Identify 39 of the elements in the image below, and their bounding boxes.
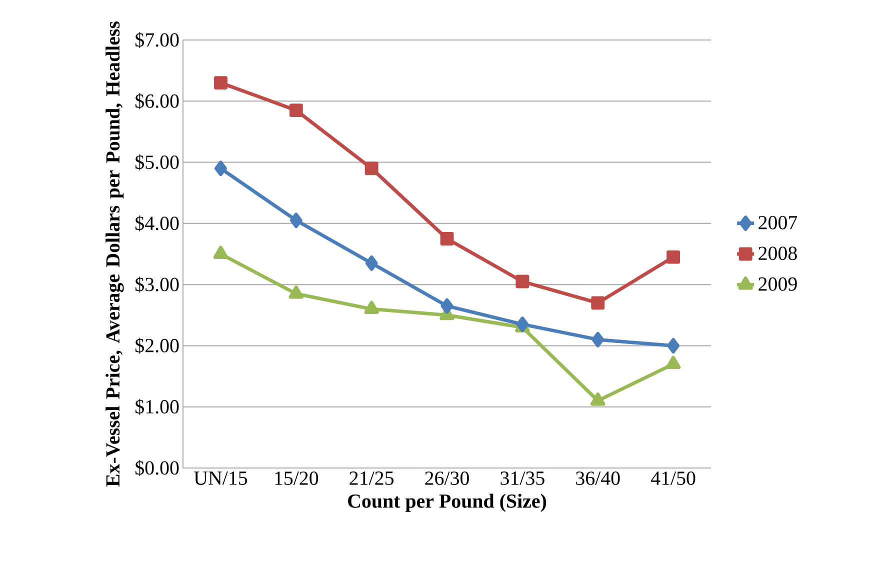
- x-tick-label: 21/25: [350, 472, 394, 485]
- legend-label: 2009: [758, 277, 797, 291]
- x-tick-label: 31/35: [500, 472, 544, 485]
- point: [288, 286, 304, 299]
- point: [364, 162, 378, 176]
- x-tick-label: 15/20: [275, 472, 318, 485]
- point: [666, 250, 680, 264]
- point: [440, 298, 454, 314]
- point: [590, 392, 606, 406]
- legend-label: 2008: [758, 246, 797, 260]
- point: [213, 246, 228, 259]
- point: [667, 338, 680, 354]
- point: [440, 232, 454, 246]
- legend-label: 2007: [758, 216, 798, 230]
- y-tick-label: $7.00: [136, 32, 179, 48]
- x-axis-title: Count per Pound (Size): [348, 494, 546, 512]
- point: [591, 296, 605, 310]
- y-tick-label: $0.00: [136, 460, 179, 476]
- y-axis-title: Ex-Vessel Price, Average Dollars per Pound, Headless: [106, 21, 124, 487]
- y-tick-label: $2.00: [136, 338, 179, 354]
- point: [290, 212, 302, 228]
- y-tick-label: $1.00: [136, 398, 179, 415]
- x-tick-label: 41/50: [650, 472, 696, 485]
- point: [666, 356, 681, 370]
- y-tick-label: $6.00: [136, 93, 179, 110]
- y-tick-label: $3.00: [136, 276, 179, 293]
- point: [289, 104, 303, 118]
- x-tick-label: UN/15: [194, 472, 248, 485]
- point: [516, 316, 529, 332]
- point: [592, 332, 604, 348]
- point: [214, 160, 227, 176]
- point: [214, 76, 228, 90]
- x-tick-label: 36/40: [576, 472, 620, 485]
- x-tick-label: 26/30: [425, 472, 469, 485]
- y-tick-label: $4.00: [136, 215, 179, 232]
- point: [364, 300, 379, 314]
- point: [365, 255, 378, 271]
- point: [516, 274, 530, 288]
- y-tick-label: $5.00: [136, 154, 179, 170]
